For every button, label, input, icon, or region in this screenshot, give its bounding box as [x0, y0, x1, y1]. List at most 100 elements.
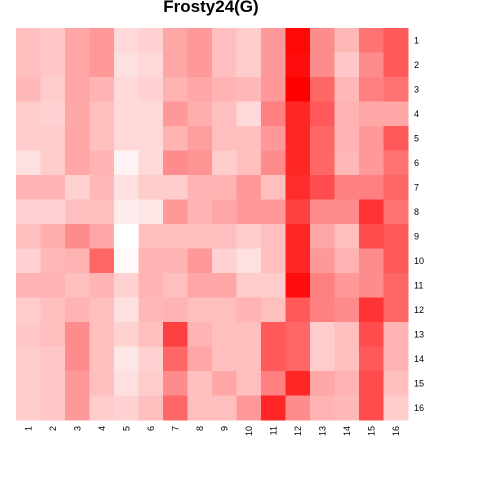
heatmap-cell-r7-c7 — [163, 175, 188, 200]
heatmap-cell-r16-c10 — [236, 395, 262, 421]
heatmap-cell-r11-c12 — [285, 273, 311, 298]
heatmap-cell-r14-c4 — [89, 346, 115, 372]
heatmap-cell-r3-c13 — [310, 77, 335, 102]
heatmap-cell-r8-c6 — [138, 199, 164, 225]
heatmap-cell-r10-c15 — [359, 248, 384, 274]
heatmap-cell-r10-c2 — [40, 248, 66, 274]
heatmap-cell-r12-c8 — [187, 297, 213, 323]
heatmap-cell-r13-c11 — [261, 322, 286, 347]
column-tick-label: 11 — [268, 426, 278, 435]
heatmap-cell-r2-c10 — [236, 52, 262, 78]
heatmap-cell-r2-c13 — [310, 52, 335, 78]
heatmap-cell-r16-c1 — [16, 395, 41, 421]
heatmap-cell-r15-c8 — [187, 371, 213, 396]
heatmap-cell-r3-c7 — [163, 77, 188, 102]
heatmap-cell-r16-c13 — [310, 395, 335, 421]
heatmap-cell-r16-c14 — [334, 395, 360, 421]
heatmap-cell-r4-c4 — [89, 101, 115, 127]
heatmap-cell-r2-c15 — [359, 52, 384, 78]
heatmap-cell-r14-c2 — [40, 346, 66, 372]
heatmap-cell-r2-c16 — [383, 52, 409, 78]
heatmap-cell-r16-c9 — [212, 395, 237, 421]
heatmap-cell-r7-c3 — [65, 175, 90, 200]
heatmap-cell-r12-c2 — [40, 297, 66, 323]
heatmap-cell-r15-c12 — [285, 371, 311, 396]
column-tick-label: 7 — [170, 426, 180, 431]
heatmap-cell-r16-c12 — [285, 395, 311, 421]
row-tick-label: 11 — [414, 280, 423, 290]
heatmap-cell-r1-c10 — [236, 28, 262, 53]
heatmap-cell-r1-c11 — [261, 28, 286, 53]
heatmap-cell-r10-c9 — [212, 248, 237, 274]
heatmap-cell-r2-c6 — [138, 52, 164, 78]
row-tick-label: 5 — [414, 133, 419, 143]
row-tick-label: 8 — [414, 207, 419, 217]
column-tick-label: 2 — [48, 426, 58, 431]
heatmap-cell-r7-c2 — [40, 175, 66, 200]
heatmap-cell-r10-c3 — [65, 248, 90, 274]
heatmap-cell-r15-c3 — [65, 371, 90, 396]
heatmap-cell-r16-c15 — [359, 395, 384, 421]
heatmap-cell-r8-c7 — [163, 199, 188, 225]
heatmap-cell-r7-c5 — [114, 175, 139, 200]
column-tick-label: 10 — [244, 426, 254, 436]
heatmap-cell-r3-c3 — [65, 77, 90, 102]
heatmap-cell-r13-c15 — [359, 322, 384, 347]
row-tick-label: 4 — [414, 109, 419, 119]
heatmap-cell-r6-c16 — [383, 150, 409, 176]
heatmap-cell-r14-c10 — [236, 346, 262, 372]
heatmap-cell-r9-c10 — [236, 224, 262, 249]
heatmap-cell-r3-c11 — [261, 77, 286, 102]
heatmap-cell-r9-c16 — [383, 224, 409, 249]
heatmap-cell-r9-c3 — [65, 224, 90, 249]
heatmap-cell-r1-c16 — [383, 28, 409, 53]
heatmap-cell-r11-c8 — [187, 273, 213, 298]
heatmap-cell-r9-c4 — [89, 224, 115, 249]
heatmap-cell-r1-c6 — [138, 28, 164, 53]
heatmap-cell-r4-c15 — [359, 101, 384, 127]
row-tick-label: 9 — [414, 231, 419, 241]
heatmap-cell-r8-c8 — [187, 199, 213, 225]
heatmap-cell-r14-c7 — [163, 346, 188, 372]
heatmap-cell-r2-c12 — [285, 52, 311, 78]
heatmap-cell-r14-c13 — [310, 346, 335, 372]
heatmap-cell-r6-c6 — [138, 150, 164, 176]
heatmap-cell-r3-c14 — [334, 77, 360, 102]
heatmap-cell-r11-c9 — [212, 273, 237, 298]
heatmap-cell-r2-c8 — [187, 52, 213, 78]
heatmap-cell-r4-c11 — [261, 101, 286, 127]
heatmap-cell-r15-c2 — [40, 371, 66, 396]
row-tick-label: 1 — [414, 35, 419, 45]
heatmap-cell-r13-c8 — [187, 322, 213, 347]
heatmap-cell-r1-c2 — [40, 28, 66, 53]
heatmap-cell-r13-c1 — [16, 322, 41, 347]
heatmap-cell-r1-c12 — [285, 28, 311, 53]
heatmap-cell-r10-c12 — [285, 248, 311, 274]
heatmap-cell-r7-c10 — [236, 175, 262, 200]
heatmap-cell-r2-c9 — [212, 52, 237, 78]
row-tick-label: 2 — [414, 60, 419, 70]
heatmap-cell-r12-c12 — [285, 297, 311, 323]
row-tick-label: 15 — [414, 378, 424, 388]
heatmap-cell-r3-c4 — [89, 77, 115, 102]
heatmap-cell-r5-c5 — [114, 126, 139, 151]
heatmap-cell-r4-c8 — [187, 101, 213, 127]
heatmap-cell-r2-c7 — [163, 52, 188, 78]
heatmap-cell-r5-c14 — [334, 126, 360, 151]
heatmap-cell-r2-c1 — [16, 52, 41, 78]
heatmap-cell-r13-c3 — [65, 322, 90, 347]
heatmap-cell-r9-c5 — [114, 224, 139, 249]
heatmap-cell-r13-c10 — [236, 322, 262, 347]
heatmap-cell-r12-c6 — [138, 297, 164, 323]
heatmap-cell-r6-c5 — [114, 150, 139, 176]
heatmap-cell-r14-c15 — [359, 346, 384, 372]
heatmap-cell-r7-c16 — [383, 175, 409, 200]
heatmap-cell-r12-c7 — [163, 297, 188, 323]
heatmap-cell-r3-c8 — [187, 77, 213, 102]
heatmap-cell-r9-c2 — [40, 224, 66, 249]
heatmap-cell-r8-c16 — [383, 199, 409, 225]
heatmap-cell-r12-c15 — [359, 297, 384, 323]
heatmap-cell-r14-c11 — [261, 346, 286, 372]
heatmap-cell-r15-c11 — [261, 371, 286, 396]
heatmap-cell-r14-c16 — [383, 346, 409, 372]
